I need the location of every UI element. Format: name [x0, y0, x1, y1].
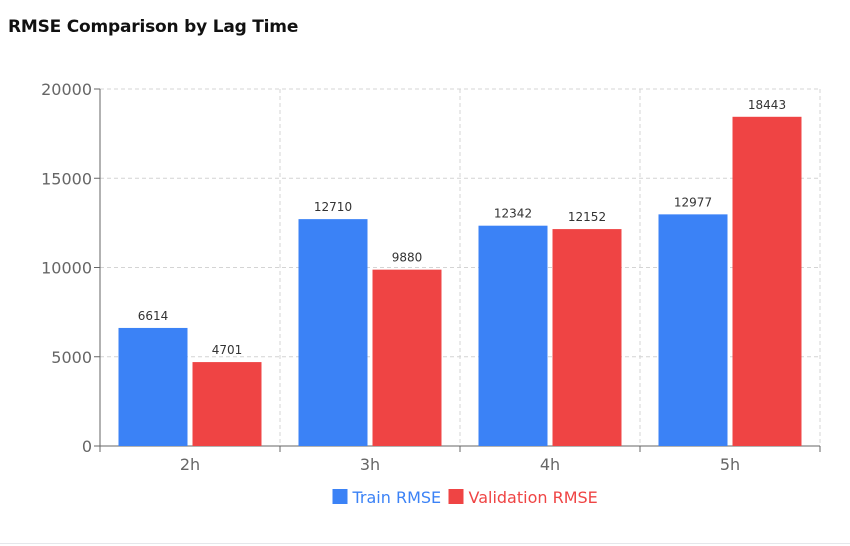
legend-swatch	[448, 489, 464, 504]
bar-train[interactable]	[118, 327, 188, 446]
bar-train[interactable]	[478, 225, 548, 446]
grid-lines	[100, 88, 821, 446]
y-tick-label: 15000	[41, 169, 92, 188]
y-tick-label: 20000	[41, 80, 92, 99]
data-label: 4701	[212, 343, 243, 357]
legend-swatch	[332, 489, 348, 504]
legend: Train RMSE Validation RMSE	[332, 488, 598, 507]
bar-validation[interactable]	[732, 116, 802, 446]
legend-label[interactable]: Train RMSE	[352, 488, 442, 507]
y-tick-label: 0	[82, 437, 92, 456]
bar-train[interactable]	[298, 219, 368, 446]
data-label: 9880	[392, 251, 423, 265]
y-tick-label: 5000	[51, 348, 92, 367]
data-label: 12342	[494, 207, 532, 221]
x-tick-label: 3h	[360, 455, 380, 474]
bottom-divider	[0, 543, 850, 544]
x-tick-label: 5h	[720, 455, 740, 474]
axes: 0 5000 10000 15000 20000 2h 3h 4h 5h	[41, 80, 821, 474]
data-label: 12710	[314, 200, 352, 214]
x-tick-label: 2h	[180, 455, 200, 474]
data-label: 12152	[568, 210, 606, 224]
bar-validation[interactable]	[192, 362, 262, 446]
data-label: 6614	[138, 309, 169, 323]
bar-validation[interactable]	[372, 269, 442, 446]
data-label: 12977	[674, 195, 712, 209]
chart-title: RMSE Comparison by Lag Time	[8, 17, 299, 37]
bar-train[interactable]	[658, 214, 728, 446]
data-label: 18443	[748, 98, 786, 112]
data-labels: 6614 12710 12342 12977 4701 9880 12152 18443	[138, 98, 786, 357]
x-tick-label: 4h	[540, 455, 560, 474]
bars	[118, 116, 802, 446]
bar-validation[interactable]	[552, 229, 622, 446]
y-tick-label: 10000	[41, 259, 92, 278]
legend-label[interactable]: Validation RMSE	[469, 488, 598, 507]
